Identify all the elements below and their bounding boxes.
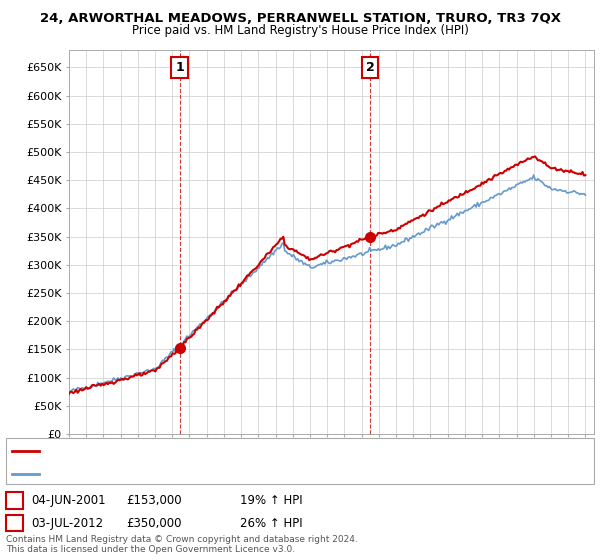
Text: 03-JUL-2012: 03-JUL-2012 — [31, 516, 103, 530]
Text: 2: 2 — [10, 516, 19, 530]
Text: 24, ARWORTHAL MEADOWS, PERRANWELL STATION, TRURO, TR3 7QX: 24, ARWORTHAL MEADOWS, PERRANWELL STATIO… — [40, 12, 560, 25]
Text: Price paid vs. HM Land Registry's House Price Index (HPI): Price paid vs. HM Land Registry's House … — [131, 24, 469, 36]
Text: 24, ARWORTHAL MEADOWS, PERRANWELL STATION, TRURO, TR3 7QX (detached house): 24, ARWORTHAL MEADOWS, PERRANWELL STATIO… — [45, 446, 502, 456]
Text: 26% ↑ HPI: 26% ↑ HPI — [240, 516, 302, 530]
Text: 2: 2 — [366, 61, 374, 74]
Text: This data is licensed under the Open Government Licence v3.0.: This data is licensed under the Open Gov… — [6, 545, 295, 554]
Text: Contains HM Land Registry data © Crown copyright and database right 2024.: Contains HM Land Registry data © Crown c… — [6, 535, 358, 544]
Text: £350,000: £350,000 — [126, 516, 182, 530]
Text: 1: 1 — [10, 494, 19, 507]
Text: 19% ↑ HPI: 19% ↑ HPI — [240, 494, 302, 507]
Text: 1: 1 — [175, 61, 184, 74]
Text: £153,000: £153,000 — [126, 494, 182, 507]
Text: 04-JUN-2001: 04-JUN-2001 — [31, 494, 106, 507]
Text: HPI: Average price, detached house, Cornwall: HPI: Average price, detached house, Corn… — [45, 469, 283, 479]
